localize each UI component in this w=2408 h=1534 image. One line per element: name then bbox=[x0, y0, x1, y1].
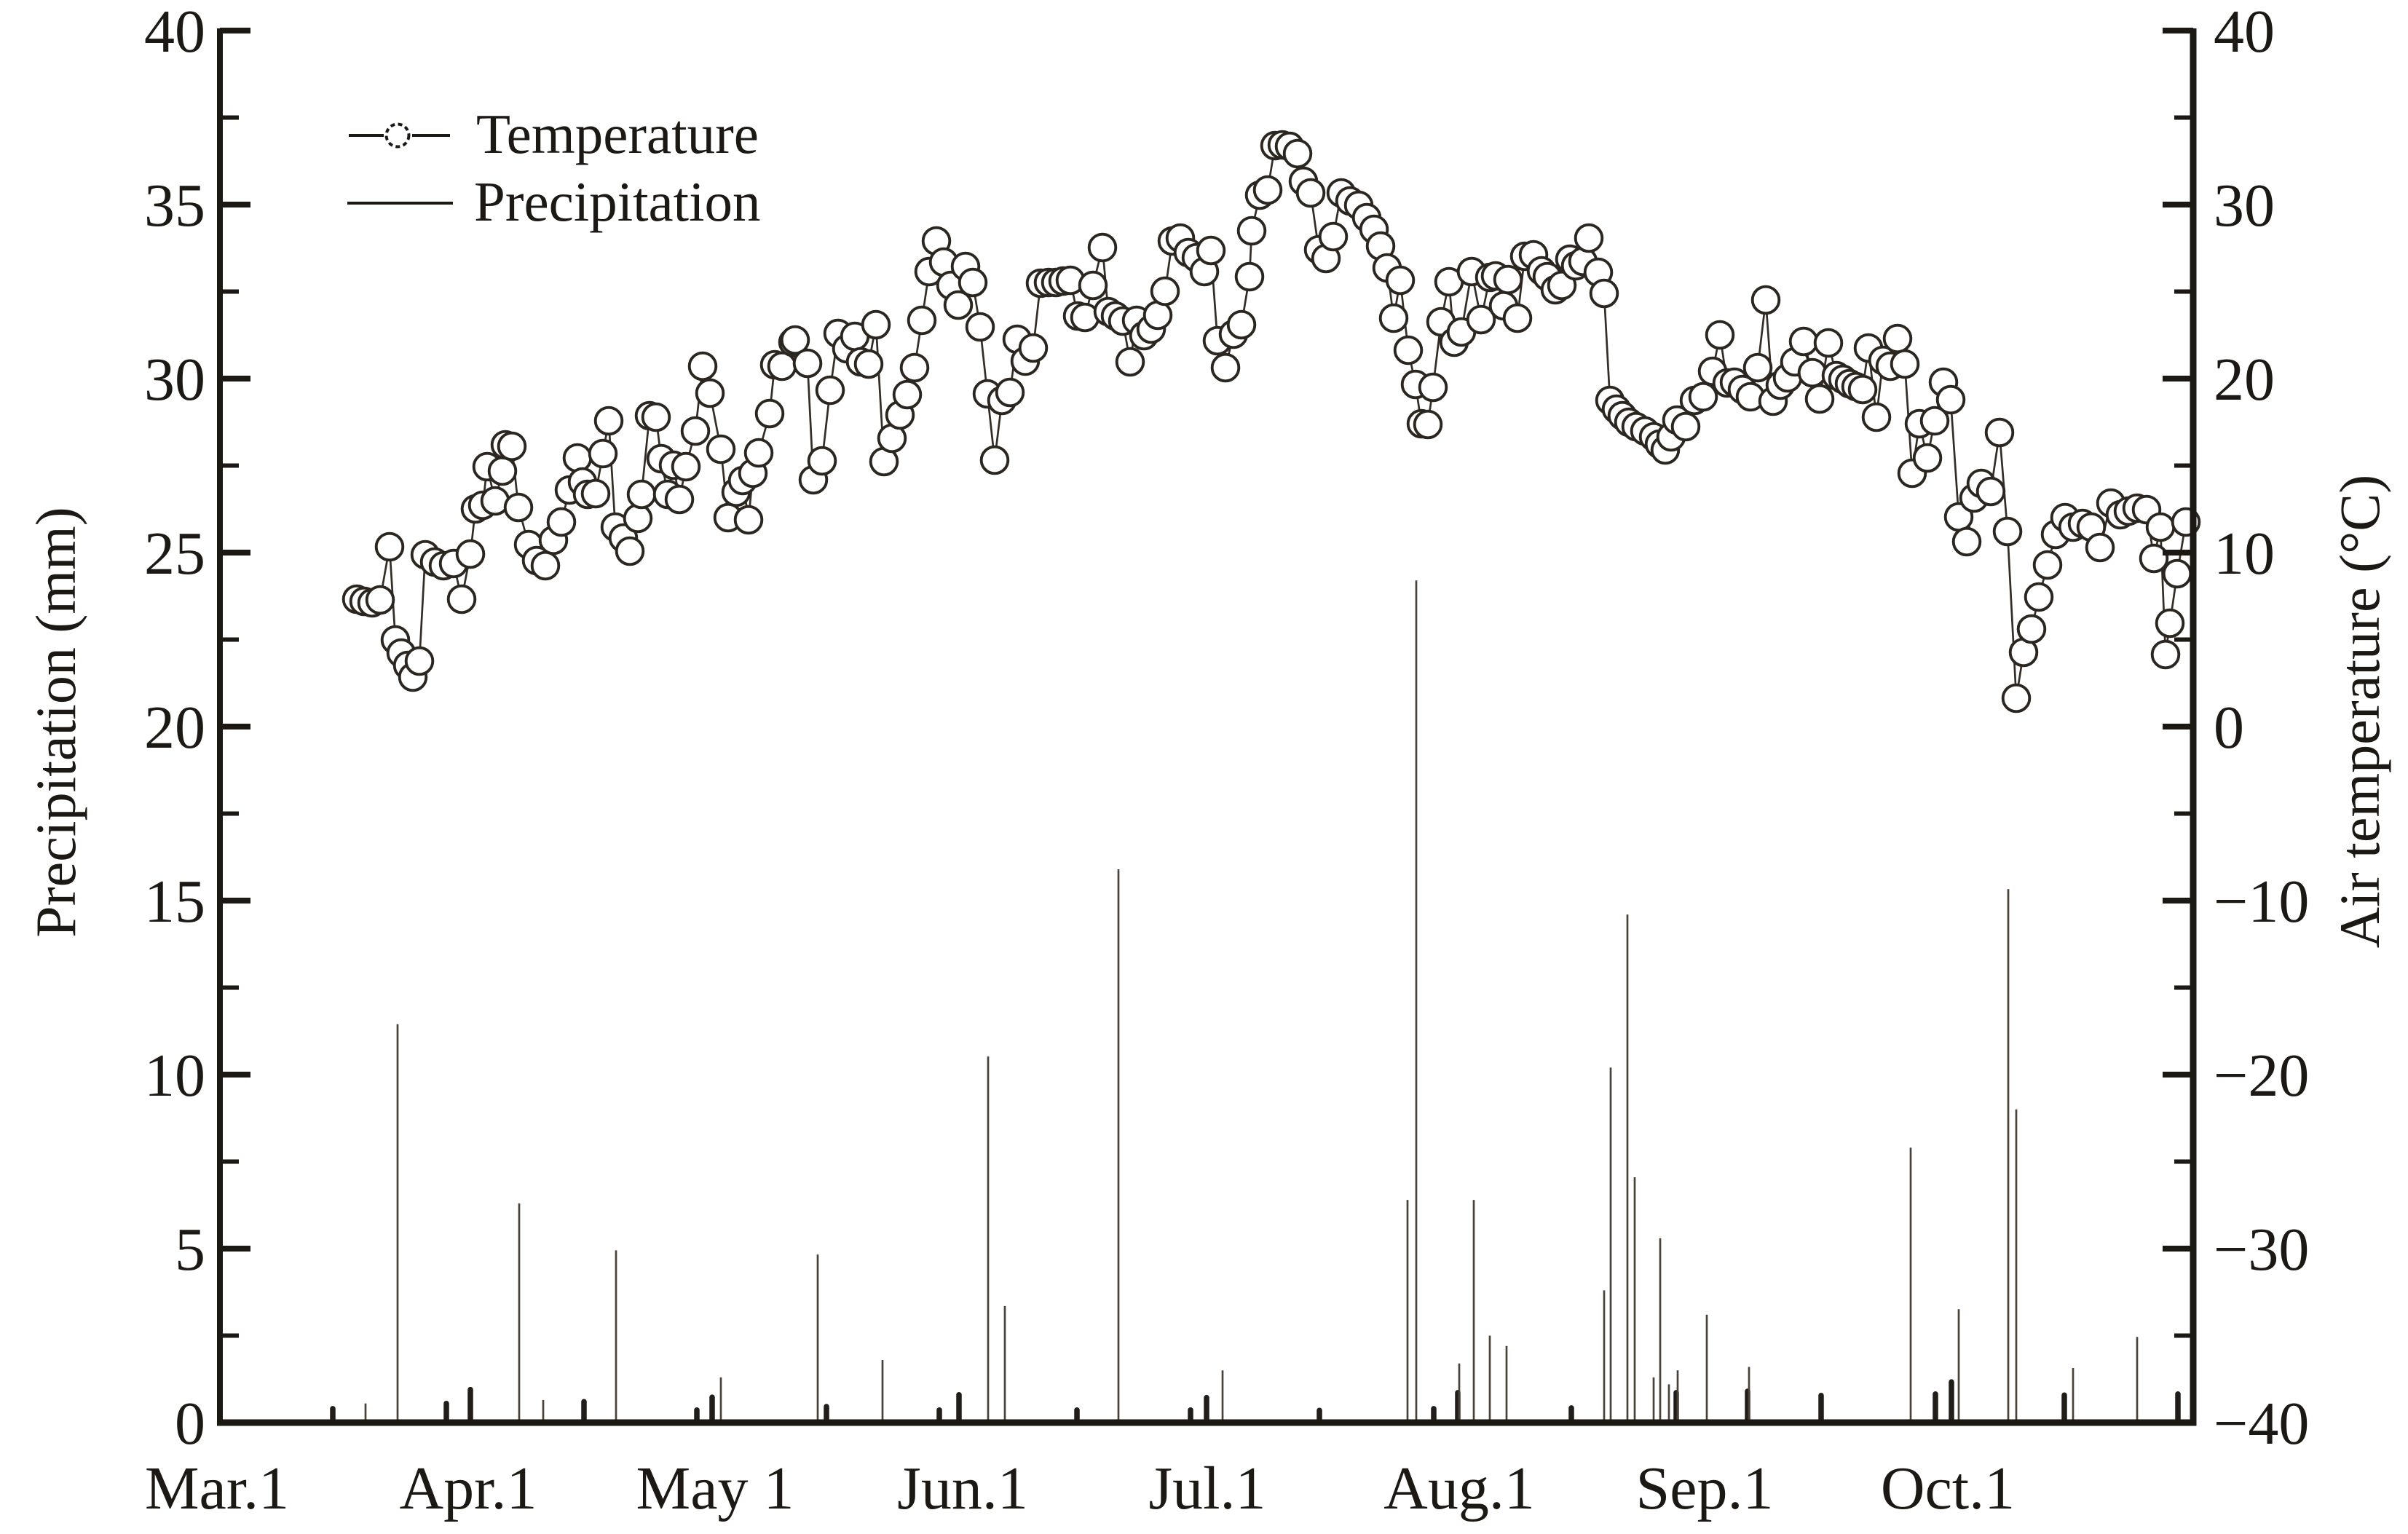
svg-text:10: 10 bbox=[2214, 520, 2275, 588]
svg-text:Temperature: Temperature bbox=[476, 103, 759, 165]
svg-text:15: 15 bbox=[144, 868, 205, 936]
svg-text:30: 30 bbox=[144, 346, 205, 414]
svg-text:−30: −30 bbox=[2214, 1216, 2309, 1284]
svg-text:Apr.1: Apr.1 bbox=[400, 1455, 537, 1522]
svg-text:5: 5 bbox=[175, 1216, 205, 1284]
svg-text:−10: −10 bbox=[2214, 868, 2309, 936]
svg-text:20: 20 bbox=[144, 694, 205, 762]
svg-text:Jun.1: Jun.1 bbox=[897, 1455, 1028, 1522]
svg-text:40: 40 bbox=[2214, 0, 2275, 66]
svg-text:0: 0 bbox=[2214, 694, 2244, 762]
svg-text:10: 10 bbox=[144, 1042, 205, 1110]
svg-text:Precipitation: Precipitation bbox=[474, 170, 760, 233]
svg-text:Precipitation (mm): Precipitation (mm) bbox=[24, 507, 87, 937]
svg-text:Mar.1: Mar.1 bbox=[145, 1455, 289, 1522]
svg-text:25: 25 bbox=[144, 520, 205, 588]
svg-text:Jul.1: Jul.1 bbox=[1148, 1455, 1266, 1522]
svg-text:−20: −20 bbox=[2214, 1042, 2309, 1110]
svg-text:Aug.1: Aug.1 bbox=[1383, 1455, 1535, 1522]
svg-text:40: 40 bbox=[144, 0, 205, 66]
svg-text:May 1: May 1 bbox=[636, 1455, 794, 1522]
svg-text:−40: −40 bbox=[2214, 1390, 2309, 1458]
svg-text:20: 20 bbox=[2214, 346, 2275, 414]
svg-text:0: 0 bbox=[175, 1390, 205, 1458]
svg-text:Air temperature (°C): Air temperature (°C) bbox=[2328, 475, 2391, 949]
svg-text:35: 35 bbox=[144, 172, 205, 240]
svg-text:Sep.1: Sep.1 bbox=[1636, 1455, 1774, 1522]
svg-text:Oct.1: Oct.1 bbox=[1881, 1455, 2015, 1522]
svg-text:30: 30 bbox=[2214, 172, 2275, 240]
